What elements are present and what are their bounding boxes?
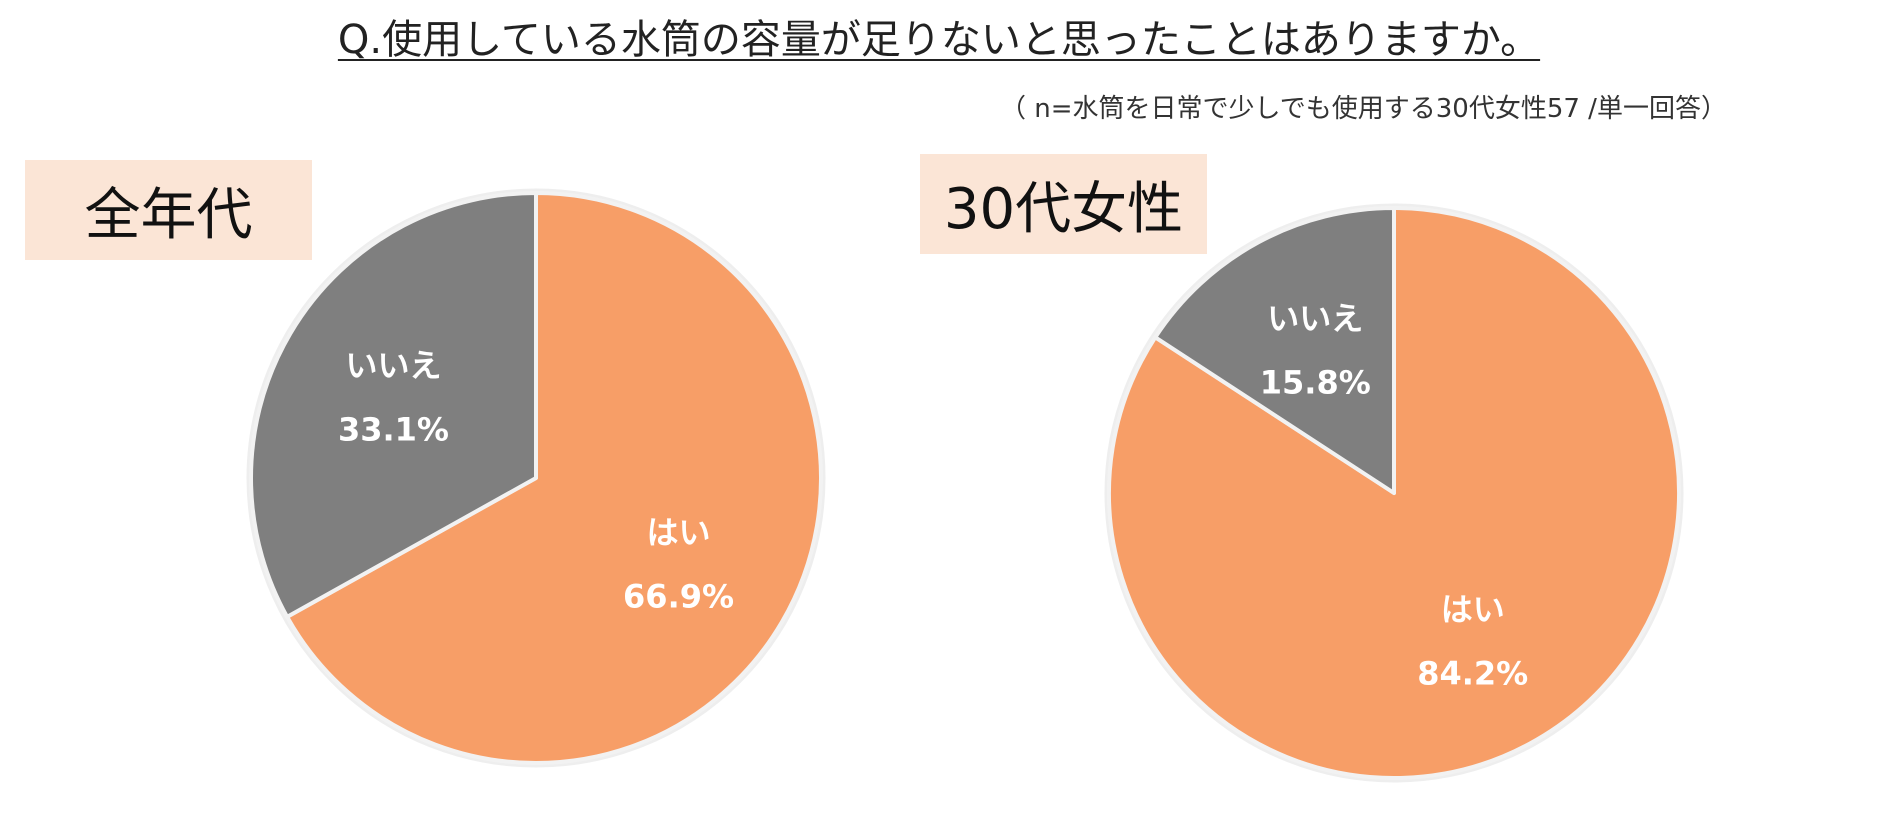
pie-slice-percent: 66.9%: [623, 578, 734, 616]
pie-slice-label: はい: [647, 514, 711, 552]
pie-slice-percent: 33.1%: [338, 410, 449, 448]
chart-subtitle: （ n=水筒を日常で少しでも使用する30代女性57 /単一回答）: [1000, 94, 1727, 124]
pie-slice-percent: 15.8%: [1260, 364, 1371, 402]
chart-label-30s-women: 30代女性: [920, 154, 1207, 254]
pie-slice-label: はい: [1441, 590, 1505, 628]
pie-slice-no: [1153, 206, 1396, 495]
pie-chart-30s-women: はい 84.2% いいえ 15.8%: [1104, 203, 1684, 783]
chart-title: Q.使用している水筒の容量が足りないと思ったことはありますか。: [0, 14, 1878, 66]
pie-slice-yes: [285, 191, 823, 765]
pie-slice-label: いいえ: [345, 346, 441, 384]
pie-chart-all-ages: はい 66.9% いいえ 33.1%: [246, 188, 826, 768]
pie-slice-label: いいえ: [1267, 300, 1363, 338]
chart-label-all-ages: 全年代: [25, 160, 312, 260]
chart-title-text: Q.使用している水筒の容量が足りないと思ったことはありますか。: [337, 17, 1541, 63]
pie-slice-percent: 84.2%: [1417, 654, 1528, 692]
pie-slice-no: [249, 191, 538, 619]
